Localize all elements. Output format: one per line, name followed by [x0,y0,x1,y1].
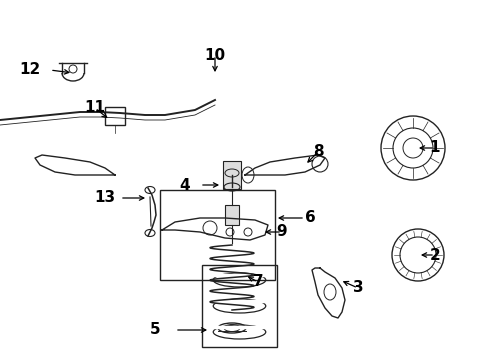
Bar [105,107,125,125]
Text: 3: 3 [353,280,363,296]
Text: 2: 2 [430,248,441,262]
Text: 4: 4 [180,177,190,193]
Text: 8: 8 [313,144,323,159]
Text: 10: 10 [204,48,225,63]
Bar [223,161,241,189]
Text: 5: 5 [149,323,160,338]
Text: 11: 11 [84,100,105,116]
Text: 13: 13 [95,190,116,206]
Text: 12: 12 [20,63,41,77]
Text: 7: 7 [253,274,263,289]
Bar [202,265,277,347]
Text: 9: 9 [277,225,287,239]
Bar [160,190,275,280]
Bar [225,205,239,225]
Text: 1: 1 [430,140,440,156]
Text: 6: 6 [305,211,316,225]
